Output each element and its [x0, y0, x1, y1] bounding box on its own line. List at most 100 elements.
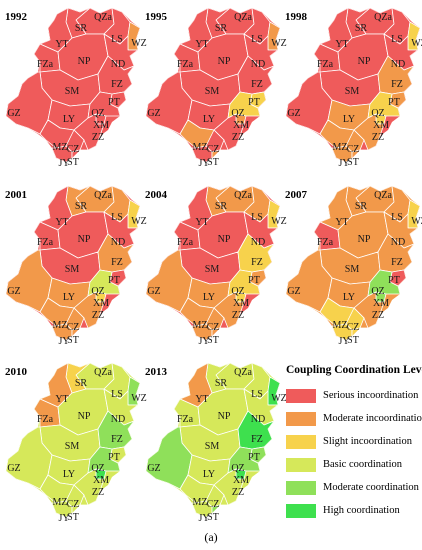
legend-label: Serious incoordination [323, 390, 419, 401]
city-label-gz: GZ [7, 463, 20, 474]
city-label-sm: SM [345, 86, 360, 97]
legend-swatch [286, 457, 316, 472]
city-label-qz: QZ [91, 463, 104, 474]
region-jy [51, 500, 73, 517]
legend-item-moderate-incoordination: Moderate incoordination [286, 407, 422, 430]
legend-item-serious: Serious incoordination [286, 384, 420, 407]
city-label-sr: SR [215, 378, 228, 389]
city-label-xm: XM [233, 298, 249, 309]
city-label-qz: QZ [231, 463, 244, 474]
city-label-np: NP [78, 411, 91, 422]
city-label-ly: LY [343, 292, 355, 303]
legend-label: Moderate coordination [323, 482, 419, 493]
city-label-fz: FZ [251, 257, 263, 268]
legend-item-moderate-coordination: Moderate coordination [286, 476, 420, 499]
city-label-yt: YT [55, 39, 68, 50]
city-label-st: ST [347, 335, 359, 346]
region-yt [39, 363, 73, 408]
city-label-sm: SM [205, 86, 220, 97]
city-label-wz: WZ [131, 393, 147, 404]
legend-label: High coordination [323, 505, 400, 516]
city-label-fz: FZ [111, 79, 123, 90]
city-label-nd: ND [251, 414, 265, 425]
city-label-wz: WZ [131, 38, 147, 49]
city-label-np: NP [358, 56, 371, 67]
region-yt [179, 8, 213, 53]
city-label-pt: PT [388, 275, 400, 286]
year-label: 2010 [5, 366, 28, 378]
city-label-cz: CZ [347, 322, 360, 333]
city-label-sm: SM [205, 441, 220, 452]
city-label-mz: MZ [53, 497, 68, 508]
city-label-jy: JY [338, 158, 349, 169]
city-label-ls: LS [111, 212, 123, 223]
city-label-mz: MZ [193, 320, 208, 331]
city-label-qza: QZa [234, 190, 252, 201]
city-label-nd: ND [111, 59, 125, 70]
city-label-nd: ND [111, 237, 125, 248]
year-label: 1992 [5, 11, 28, 23]
city-label-ly: LY [203, 292, 215, 303]
city-label-st: ST [347, 157, 359, 168]
city-label-fza: FZa [37, 59, 54, 70]
city-label-zz: ZZ [232, 487, 244, 498]
city-label-xm: XM [373, 298, 389, 309]
city-label-mz: MZ [53, 320, 68, 331]
city-label-qz: QZ [371, 286, 384, 297]
city-label-yt: YT [335, 39, 348, 50]
city-label-cz: CZ [207, 322, 220, 333]
legend-swatch [286, 411, 316, 426]
city-label-np: NP [218, 411, 231, 422]
city-label-np: NP [358, 234, 371, 245]
city-label-st: ST [67, 157, 79, 168]
city-label-cz: CZ [67, 322, 80, 333]
city-label-mz: MZ [193, 142, 208, 153]
city-label-yt: YT [55, 394, 68, 405]
city-label-wz: WZ [411, 216, 422, 227]
city-label-nd: ND [251, 59, 265, 70]
city-label-fz: FZ [391, 257, 403, 268]
city-label-nd: ND [251, 237, 265, 248]
city-label-qza: QZa [374, 190, 392, 201]
city-label-gz: GZ [287, 108, 300, 119]
city-label-xm: XM [233, 120, 249, 131]
city-label-yt: YT [335, 217, 348, 228]
city-label-zz: ZZ [232, 310, 244, 321]
region-yt [179, 363, 213, 408]
city-label-yt: YT [195, 217, 208, 228]
region-jy [191, 145, 213, 162]
region-gz [146, 426, 193, 490]
legend-label: Slight incoordination [323, 436, 412, 447]
city-label-mz: MZ [53, 142, 68, 153]
city-label-st: ST [207, 512, 219, 523]
city-label-zz: ZZ [372, 132, 384, 143]
city-label-mz: MZ [333, 320, 348, 331]
city-label-cz: CZ [67, 499, 80, 510]
legend-swatch [286, 480, 316, 495]
city-label-sm: SM [65, 441, 80, 452]
city-label-qz: QZ [231, 108, 244, 119]
legend-item-slight: Slight incoordination [286, 430, 420, 453]
city-label-sm: SM [65, 264, 80, 275]
city-label-wz: WZ [271, 216, 287, 227]
city-label-sr: SR [75, 23, 88, 34]
legend-swatch [286, 503, 316, 518]
city-label-qz: QZ [91, 108, 104, 119]
city-label-pt: PT [248, 97, 260, 108]
region-yt [39, 8, 73, 53]
year-label: 1995 [145, 11, 168, 23]
city-label-gz: GZ [147, 286, 160, 297]
city-label-nd: ND [111, 414, 125, 425]
region-yt [39, 186, 73, 231]
region-yt [319, 8, 353, 53]
region-gz [146, 249, 193, 313]
city-label-wz: WZ [271, 38, 287, 49]
city-label-sr: SR [355, 23, 368, 34]
year-label: 2007 [285, 189, 308, 201]
city-label-ls: LS [391, 34, 403, 45]
city-label-ly: LY [63, 114, 75, 125]
legend-swatch [286, 434, 316, 449]
city-label-zz: ZZ [232, 132, 244, 143]
city-label-pt: PT [248, 275, 260, 286]
